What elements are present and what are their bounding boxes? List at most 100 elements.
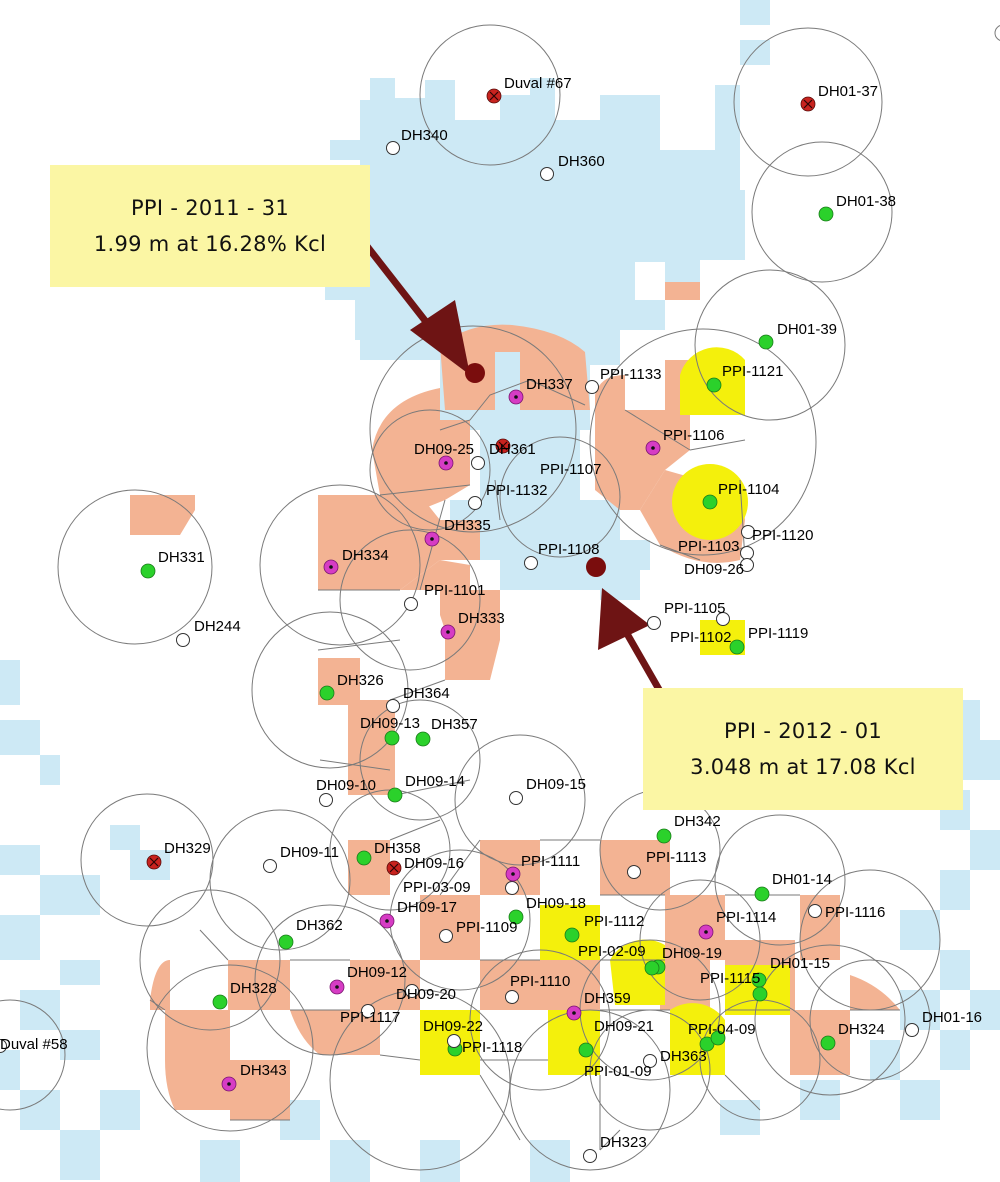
label-ppi-1113: PPI-1113: [646, 849, 706, 866]
hole-dh323[interactable]: [583, 1149, 597, 1163]
label-ppi-1132: PPI-1132: [486, 482, 547, 499]
hole-ppi-1105[interactable]: [647, 616, 661, 630]
hole-dh09-14[interactable]: [387, 787, 403, 803]
drillhole-labels: Duval #67 DH01-37 DH340 DH360 DH01-38 DH01-39…: [0, 75, 982, 1151]
target-hole-2012-01[interactable]: [586, 557, 606, 577]
hole-dh362[interactable]: [278, 934, 294, 950]
label-dh09-11: DH09-11: [280, 844, 339, 861]
hole-ppi-1109[interactable]: [439, 929, 453, 943]
hole-ppi-1108[interactable]: [524, 556, 538, 570]
label-ppi-1120: PPI-1120: [752, 527, 813, 544]
hole-dh324[interactable]: [820, 1035, 836, 1051]
label-dh326: DH326: [337, 672, 384, 689]
label-dh09-15: DH09-15: [526, 776, 586, 793]
hole-dh342[interactable]: [656, 828, 672, 844]
drillhole-markers: [0, 88, 919, 1163]
hole-dh09-10[interactable]: [319, 793, 333, 807]
hole-dh09-16[interactable]: [386, 860, 402, 876]
hole-ppi-1117[interactable]: [361, 1004, 375, 1018]
hole-dh334[interactable]: [323, 559, 339, 575]
hole-dh01-16[interactable]: [905, 1023, 919, 1037]
label-duval-58: Duval #58: [0, 1036, 68, 1053]
hole-dh01-14[interactable]: [754, 886, 770, 902]
hole-ppi-1113[interactable]: [627, 865, 641, 879]
label-dh09-20: DH09-20: [396, 986, 456, 1003]
hole-dh01-39[interactable]: [758, 334, 774, 350]
hole-dh360[interactable]: [540, 167, 554, 181]
hole-duval-67[interactable]: [486, 88, 502, 104]
hole-dh363[interactable]: [710, 1030, 726, 1046]
label-dh358: DH358: [374, 840, 421, 857]
hole-ppi-1132[interactable]: [468, 496, 482, 510]
hole-dh09-15[interactable]: [509, 791, 523, 805]
hole-ppi-1111[interactable]: [505, 866, 521, 882]
target-hole-2011-31[interactable]: [465, 363, 485, 383]
hole-dh326[interactable]: [319, 685, 335, 701]
label-ppi-1116: PPI-1116: [825, 904, 885, 921]
hole-dh357[interactable]: [415, 731, 431, 747]
hole-dh335[interactable]: [424, 531, 440, 547]
hole-dh09-13[interactable]: [384, 730, 400, 746]
hole-dh329[interactable]: [146, 854, 162, 870]
hole-dh244[interactable]: [176, 633, 190, 647]
hole-ppi-1114[interactable]: [698, 924, 714, 940]
label-ppi-1103: PPI-1103: [678, 538, 739, 555]
hole-ppi-1107[interactable]: [471, 456, 485, 470]
hole-ppi-03-09[interactable]: [505, 881, 519, 895]
label-ppi-1112: PPI-1112: [584, 913, 644, 930]
label-dh09-25: DH09-25: [414, 441, 474, 458]
hole-ppi-1102[interactable]: [716, 612, 730, 626]
label-dh362: DH362: [296, 917, 343, 934]
hole-dh09-17[interactable]: [379, 913, 395, 929]
hole-ppi-1116[interactable]: [808, 904, 822, 918]
label-dh09-10: DH09-10: [316, 777, 376, 794]
hole-dh333[interactable]: [440, 624, 456, 640]
label-ppi-1119: PPI-1119: [748, 625, 808, 642]
hole-dh364[interactable]: [386, 699, 400, 713]
hole-dh09-25[interactable]: [438, 455, 454, 471]
callout-ppi-2011-31: PPI - 2011 - 31 1.99 m at 16.28% Kcl: [50, 165, 370, 287]
hole-dh01-38[interactable]: [818, 206, 834, 222]
hole-dh340[interactable]: [386, 141, 400, 155]
hole-ppi-01-09[interactable]: [643, 1054, 657, 1068]
hole-ppi-1118[interactable]: [447, 1034, 461, 1048]
hole-dh01-37[interactable]: [800, 96, 816, 112]
hole-dh09-19[interactable]: [644, 960, 660, 976]
hole-ppi-1104[interactable]: [702, 494, 718, 510]
label-ppi-1115: PPI-1115: [700, 970, 760, 987]
hole-ppi-1119[interactable]: [729, 639, 745, 655]
hole-duval-58[interactable]: [0, 1039, 7, 1053]
label-ppi-01-09: PPI-01-09: [584, 1063, 652, 1080]
hole-dh337[interactable]: [508, 389, 524, 405]
hole-dh09-26[interactable]: [740, 558, 754, 572]
callout-2-title: PPI - 2012 - 01: [723, 719, 883, 743]
label-dh01-16: DH01-16: [922, 1009, 982, 1026]
hole-dh361[interactable]: [495, 438, 511, 454]
hole-dh328[interactable]: [212, 994, 228, 1010]
label-duval-67: Duval #67: [504, 75, 572, 92]
hole-dh09-12[interactable]: [329, 979, 345, 995]
hole-dh358[interactable]: [356, 850, 372, 866]
hole-ppi-1112[interactable]: [564, 927, 580, 943]
label-dh337: DH337: [526, 376, 573, 393]
hole-ppi-1133[interactable]: [585, 380, 599, 394]
hole-ppi-1121[interactable]: [706, 377, 722, 393]
hole-dh09-21[interactable]: [578, 1042, 594, 1058]
hole-dh09-18[interactable]: [508, 909, 524, 925]
hole-dh359[interactable]: [566, 1005, 582, 1021]
hole-ppi-1110[interactable]: [505, 990, 519, 1004]
hole-ppi-1106[interactable]: [645, 440, 661, 456]
label-dh335: DH335: [444, 517, 491, 534]
hole-ppi-1120[interactable]: [741, 525, 755, 539]
hole-dh09-11[interactable]: [263, 859, 277, 873]
hole-dh331[interactable]: [140, 563, 156, 579]
label-dh363: DH363: [660, 1048, 707, 1065]
hole-ppi-1115[interactable]: [752, 986, 768, 1002]
hole-dh343[interactable]: [221, 1076, 237, 1092]
hole-dh09-20[interactable]: [405, 984, 419, 998]
hole-ppi-1103[interactable]: [740, 546, 754, 560]
hole-ppi-1101[interactable]: [404, 597, 418, 611]
label-dh323: DH323: [600, 1134, 647, 1151]
